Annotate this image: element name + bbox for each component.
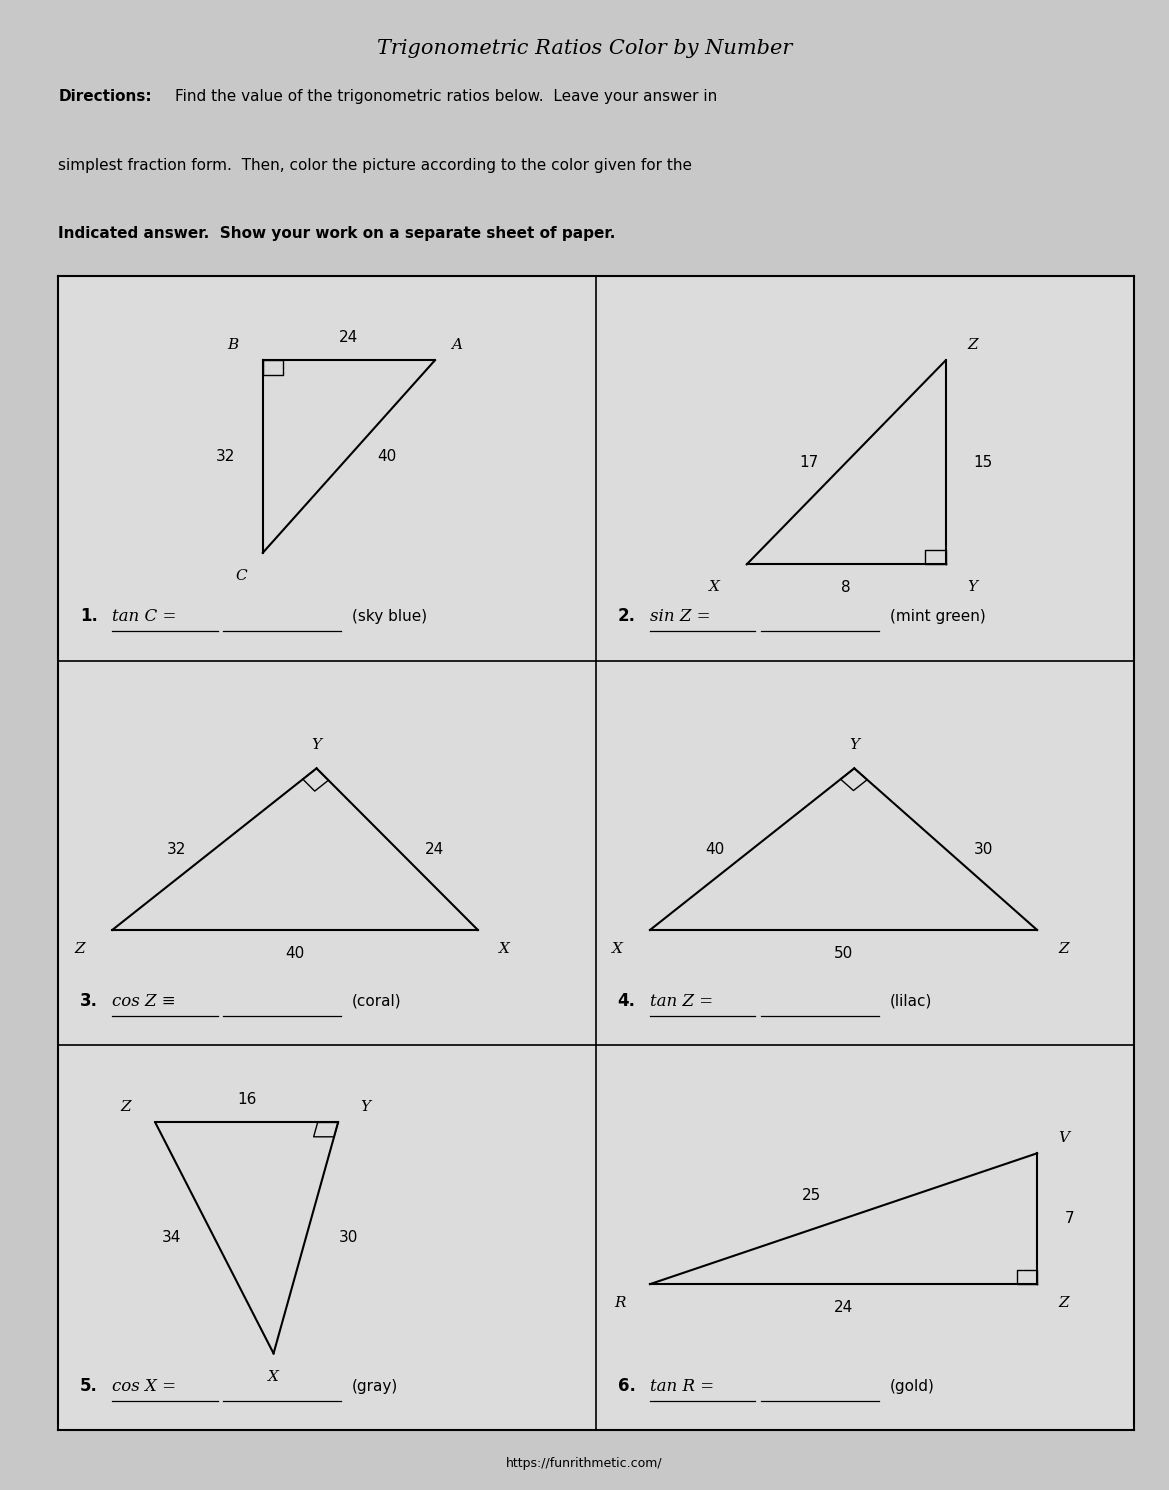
Text: B: B xyxy=(228,338,238,352)
Text: tan C =: tan C = xyxy=(112,608,177,624)
Text: 15: 15 xyxy=(974,454,992,469)
Text: 32: 32 xyxy=(215,448,235,463)
Text: R: R xyxy=(615,1296,627,1310)
Text: Z: Z xyxy=(1059,1296,1070,1310)
Text: Y: Y xyxy=(311,738,321,752)
Text: X: X xyxy=(613,942,623,957)
Text: Indicated answer.  Show your work on a separate sheet of paper.: Indicated answer. Show your work on a se… xyxy=(58,226,616,241)
Text: (lilac): (lilac) xyxy=(890,994,932,1009)
Text: 50: 50 xyxy=(833,946,853,961)
Text: tan Z =: tan Z = xyxy=(650,992,713,1010)
Text: Find the value of the trigonometric ratios below.  Leave your answer in: Find the value of the trigonometric rati… xyxy=(174,89,717,104)
Text: Z: Z xyxy=(1059,942,1070,957)
Text: simplest fraction form.  Then, color the picture according to the color given fo: simplest fraction form. Then, color the … xyxy=(58,158,692,173)
Text: 6.: 6. xyxy=(617,1377,636,1395)
Text: 17: 17 xyxy=(798,454,818,469)
Text: 5.: 5. xyxy=(79,1377,98,1395)
Text: 2.: 2. xyxy=(617,608,636,626)
Text: Y: Y xyxy=(360,1100,371,1115)
Text: 40: 40 xyxy=(705,842,724,857)
Text: Y: Y xyxy=(849,738,859,752)
Text: 8: 8 xyxy=(842,580,851,595)
Text: 24: 24 xyxy=(833,1299,853,1314)
Text: sin Z =: sin Z = xyxy=(650,608,711,624)
Text: Y: Y xyxy=(968,581,977,595)
Text: 3.: 3. xyxy=(79,992,98,1010)
Text: Z: Z xyxy=(967,338,978,352)
Text: cos Z ≡: cos Z ≡ xyxy=(112,992,175,1010)
Text: 30: 30 xyxy=(339,1231,359,1246)
Text: 40: 40 xyxy=(376,448,396,463)
Text: V: V xyxy=(1058,1131,1070,1144)
Text: 16: 16 xyxy=(237,1092,256,1107)
Text: cos X =: cos X = xyxy=(112,1378,177,1395)
Text: (mint green): (mint green) xyxy=(890,609,985,624)
Text: 32: 32 xyxy=(167,842,186,857)
Text: tan R =: tan R = xyxy=(650,1378,714,1395)
Text: 24: 24 xyxy=(426,842,444,857)
Text: 4.: 4. xyxy=(617,992,636,1010)
Text: X: X xyxy=(268,1369,279,1384)
Text: (gold): (gold) xyxy=(890,1378,935,1393)
Text: Z: Z xyxy=(120,1100,131,1115)
Text: A: A xyxy=(451,338,462,352)
Text: 34: 34 xyxy=(161,1231,181,1246)
Text: C: C xyxy=(235,569,247,583)
Text: 24: 24 xyxy=(339,329,359,344)
Text: Directions:: Directions: xyxy=(58,89,152,104)
Text: X: X xyxy=(710,581,720,595)
Text: (gray): (gray) xyxy=(352,1378,399,1393)
Text: 40: 40 xyxy=(285,946,305,961)
Text: X: X xyxy=(499,942,510,957)
Text: Trigonometric Ratios Color by Number: Trigonometric Ratios Color by Number xyxy=(376,39,793,58)
Text: (sky blue): (sky blue) xyxy=(352,609,427,624)
Text: (coral): (coral) xyxy=(352,994,402,1009)
Text: https://funrithmetic.com/: https://funrithmetic.com/ xyxy=(506,1457,663,1471)
Text: 1.: 1. xyxy=(79,608,98,626)
Text: 7: 7 xyxy=(1065,1211,1074,1226)
Text: 30: 30 xyxy=(974,842,992,857)
Text: Z: Z xyxy=(75,942,85,957)
Text: 25: 25 xyxy=(802,1188,821,1202)
